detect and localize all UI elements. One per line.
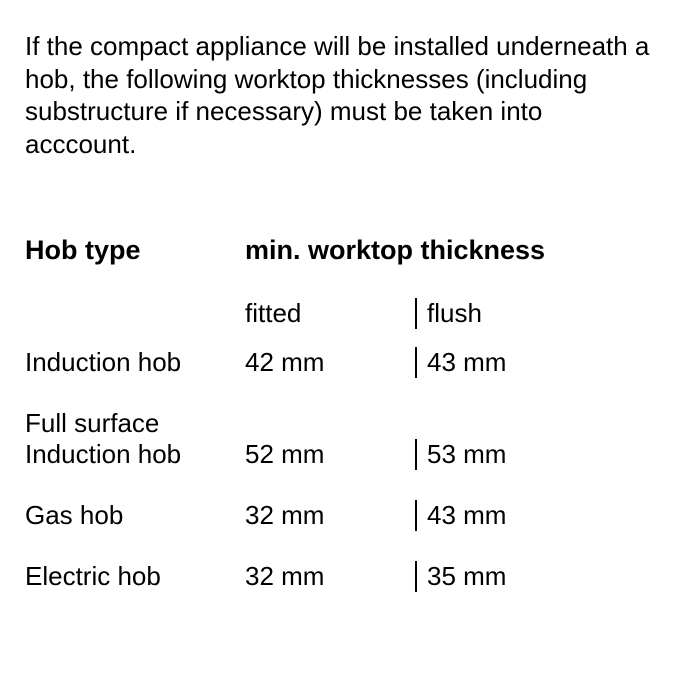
row-flush: 35 mm — [415, 561, 650, 592]
row-label: Full surfaceInduction hob — [25, 408, 245, 470]
subheader-flush: flush — [415, 298, 650, 329]
row-fitted: 52 mm — [245, 439, 415, 470]
table-row: Full surfaceInduction hob 52 mm 53 mm — [25, 408, 650, 470]
subheader-fitted: fitted — [245, 298, 415, 329]
header-thickness: min. worktop thickness — [245, 235, 545, 266]
thickness-table: Hob type min. worktop thickness fitted f… — [25, 235, 650, 592]
header-hob-type: Hob type — [25, 235, 245, 266]
table-row: Electric hob 32 mm 35 mm — [25, 561, 650, 592]
row-flush: 43 mm — [415, 347, 650, 378]
row-flush: 53 mm — [415, 439, 650, 470]
intro-text: If the compact appliance will be install… — [25, 30, 650, 160]
table-row: Gas hob 32 mm 43 mm — [25, 500, 650, 531]
table-subheader-row: fitted flush — [25, 298, 650, 329]
table-header-row: Hob type min. worktop thickness — [25, 235, 650, 266]
row-label: Gas hob — [25, 500, 245, 531]
row-label: Electric hob — [25, 561, 245, 592]
row-fitted: 32 mm — [245, 561, 415, 592]
row-flush: 43 mm — [415, 500, 650, 531]
row-label: Induction hob — [25, 347, 245, 378]
row-fitted: 42 mm — [245, 347, 415, 378]
row-fitted: 32 mm — [245, 500, 415, 531]
subheader-empty — [25, 298, 245, 329]
table-row: Induction hob 42 mm 43 mm — [25, 347, 650, 378]
